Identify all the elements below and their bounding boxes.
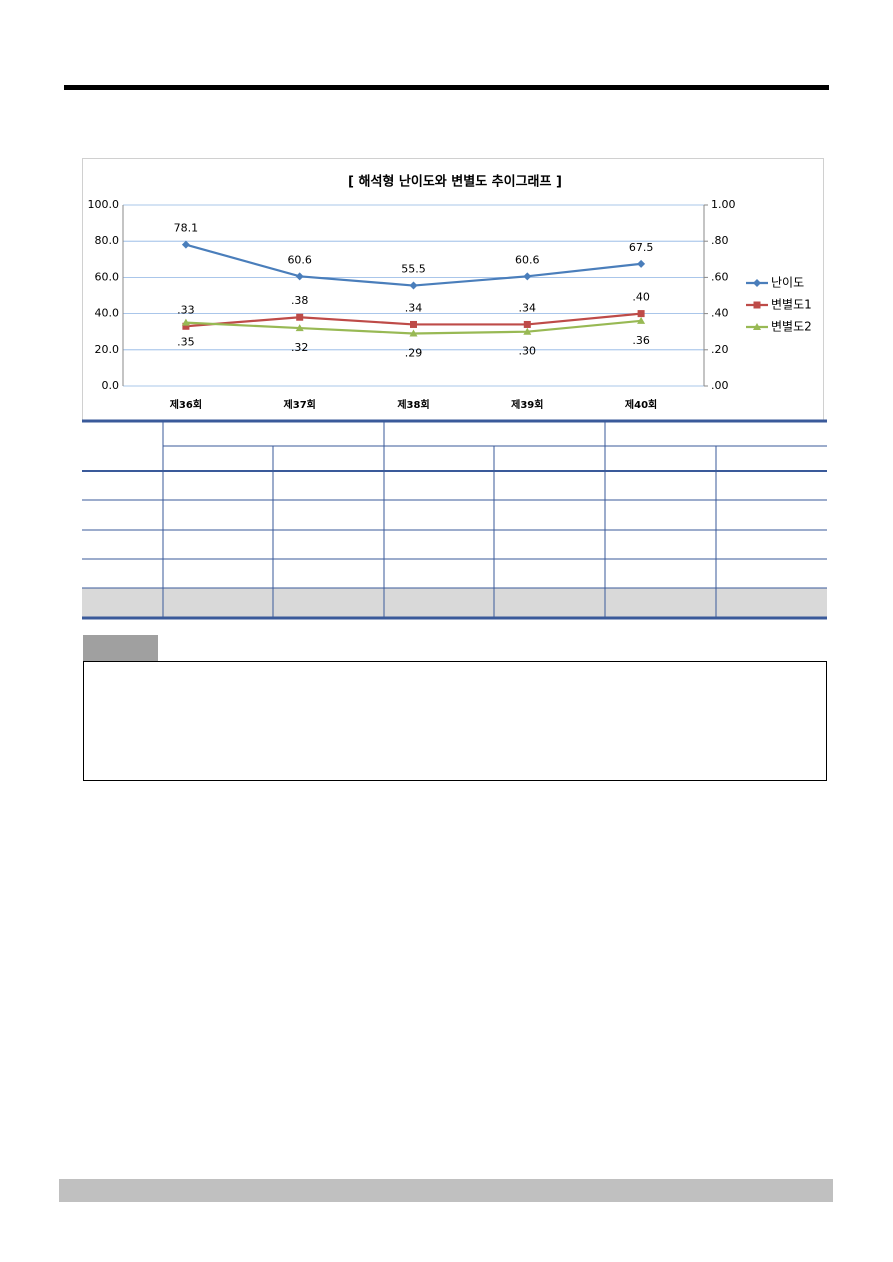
y-tick-label: 80.0 [95, 234, 120, 247]
point [409, 281, 418, 290]
point [753, 301, 761, 309]
point [523, 327, 532, 335]
point [523, 320, 531, 328]
point [410, 320, 417, 328]
y2-tick-label: .60 [711, 270, 729, 283]
y-tick-label: 100.0 [88, 198, 120, 211]
point [753, 279, 761, 287]
data-label: .36 [632, 334, 650, 347]
point [637, 316, 646, 324]
y-tick-label: 40.0 [95, 307, 120, 320]
legend-label: 변별도2 [771, 320, 812, 334]
point [637, 259, 646, 268]
data-label: .30 [519, 345, 537, 358]
y2-tick-label: 1.00 [711, 198, 736, 211]
point [182, 322, 190, 330]
chart-frame [82, 158, 824, 421]
y-tick-label: 0.0 [102, 379, 120, 392]
y-tick-label: 20.0 [95, 343, 120, 356]
data-label: 78.1 [174, 222, 199, 235]
data-label: .29 [405, 347, 423, 360]
data-label: .33 [177, 303, 195, 316]
data-label: .35 [177, 336, 195, 349]
total-row [82, 588, 827, 618]
note-tab [83, 635, 158, 661]
data-label: 55.5 [401, 263, 426, 276]
footer-bar [59, 1179, 833, 1202]
point [523, 272, 532, 281]
point [637, 310, 645, 318]
y-tick-label: 60.0 [95, 270, 120, 283]
y2-tick-label: .40 [711, 307, 729, 320]
legend-label: 변별도1 [771, 298, 812, 312]
data-label: .34 [405, 301, 423, 314]
data-label: .34 [519, 301, 537, 314]
point [295, 324, 304, 332]
y2-tick-label: .20 [711, 343, 729, 356]
x-tick-label: 제39회 [511, 398, 543, 411]
table [82, 419, 827, 620]
x-tick-label: 제40회 [625, 398, 657, 411]
chart-title: [ 해석형 난이도와 변별도 추이그래프 ] [348, 174, 562, 190]
y2-tick-label: .80 [711, 234, 729, 247]
x-tick-label: 제37회 [284, 398, 316, 411]
data-label: 60.6 [287, 253, 312, 266]
point [181, 240, 190, 249]
data-label: .32 [291, 341, 309, 354]
point [181, 318, 190, 326]
data-label: .38 [291, 294, 309, 307]
note-box [83, 661, 827, 781]
top-rule [64, 85, 829, 90]
point [296, 313, 304, 321]
x-tick-label: 제36회 [170, 398, 202, 411]
data-label: .40 [632, 291, 650, 304]
data-label: 67.5 [629, 241, 654, 254]
point [753, 323, 761, 330]
legend-label: 난이도 [771, 276, 804, 290]
point [295, 272, 304, 281]
data-label: 60.6 [515, 253, 540, 266]
point [409, 329, 418, 337]
y2-tick-label: .00 [711, 379, 729, 392]
x-tick-label: 제38회 [397, 398, 429, 411]
